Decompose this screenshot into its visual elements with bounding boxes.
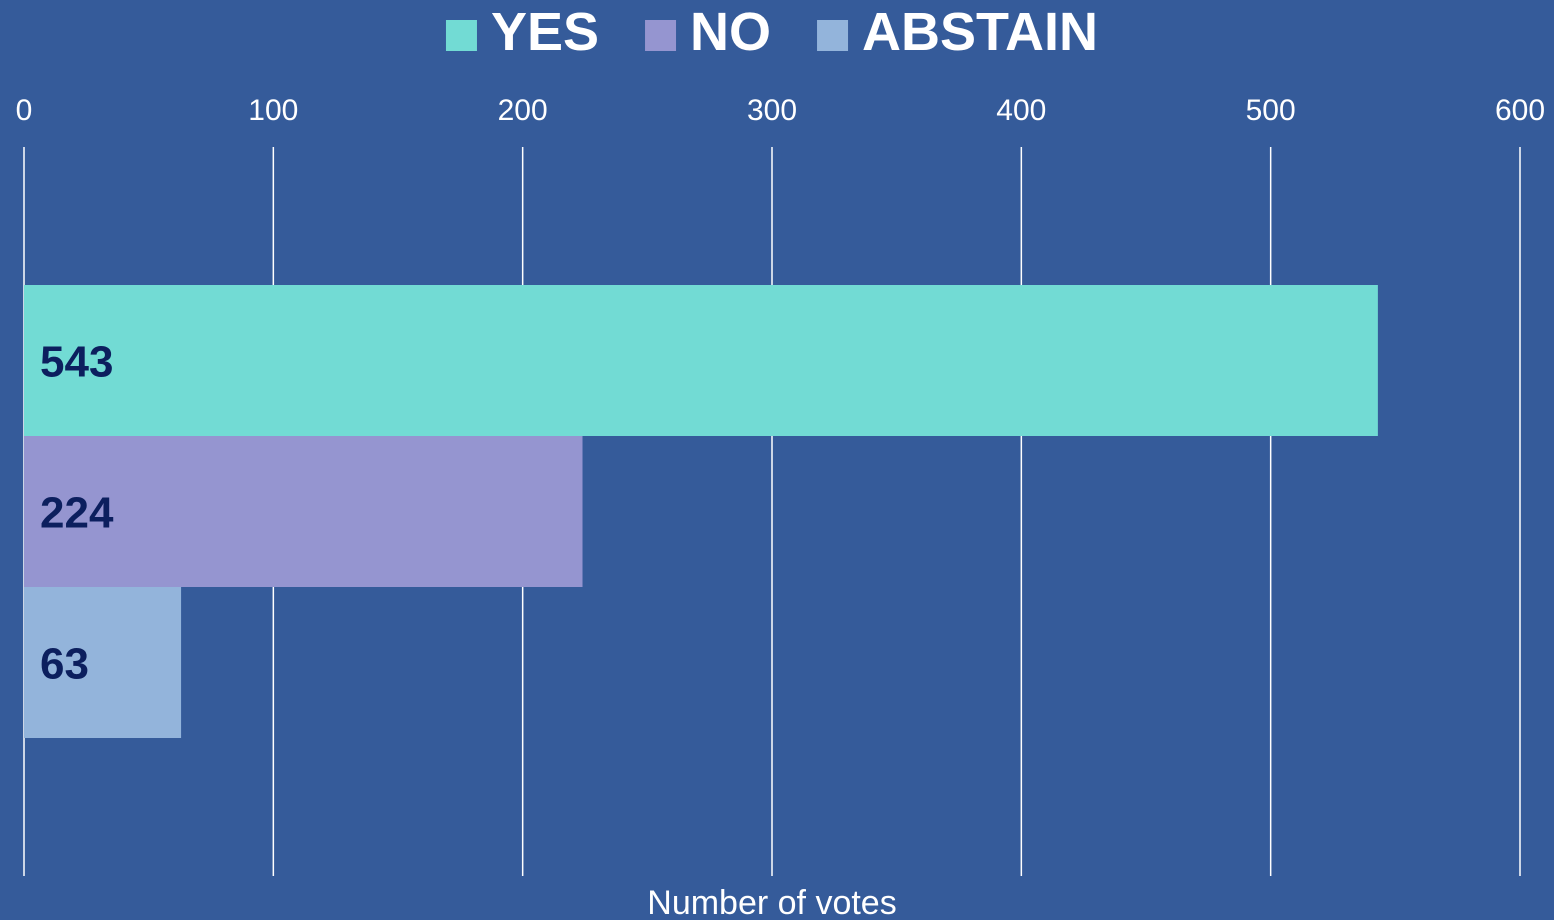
data-label-abstain: 63 [40,640,89,689]
legend-swatch-yes [445,20,477,51]
bar-abstain [24,587,182,738]
legend: YES NO ABSTAIN [445,2,1098,62]
legend-label-no: NO [690,2,771,62]
x-tick-label-100: 100 [248,94,298,127]
x-tick-label-600: 600 [1495,94,1545,127]
x-axis-title: Number of votes [647,884,896,920]
data-label-no: 224 [40,489,114,538]
x-tick-label-200: 200 [498,94,548,127]
bars [24,285,1378,738]
bar-no [24,436,583,587]
x-tick-label-400: 400 [996,94,1046,127]
legend-label-abstain: ABSTAIN [862,2,1098,62]
x-tick-label-300: 300 [747,94,797,127]
data-labels: 543 224 63 [40,338,114,689]
legend-item-yes: YES [445,2,599,62]
legend-swatch-no [645,20,677,51]
bar-yes [24,285,1378,436]
legend-item-abstain: ABSTAIN [817,2,1098,62]
legend-label-yes: YES [491,2,599,62]
x-tick-label-0: 0 [16,94,33,127]
data-label-yes: 543 [40,338,113,387]
x-axis-tick-labels: 0 100 200 300 400 500 600 [16,94,1545,127]
legend-item-no: NO [645,2,771,62]
x-tick-label-500: 500 [1246,94,1296,127]
legend-swatch-abstain [817,20,849,51]
